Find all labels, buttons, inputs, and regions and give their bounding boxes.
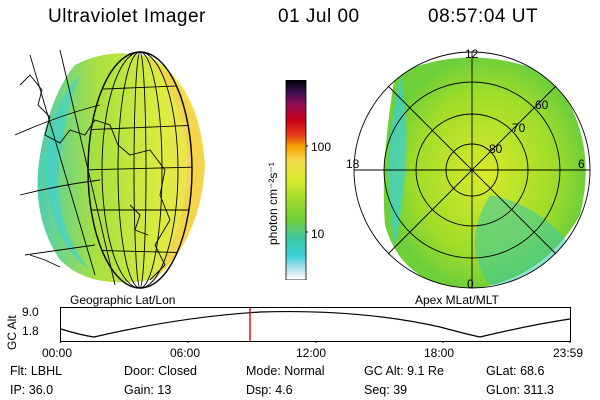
info-key: GC Alt: [364, 364, 404, 378]
info-value: Closed [158, 364, 197, 378]
polar-label-12: 12 [465, 47, 479, 61]
polar-label-0: 0 [467, 277, 474, 291]
info-seq: Seq: 39 [364, 383, 407, 397]
info-key: Flt: [10, 364, 28, 378]
info-key: Door: [124, 364, 155, 378]
info-gc-alt: GC Alt: 9.1 Re [364, 364, 444, 378]
info-key: GLon: [486, 383, 521, 397]
info-ip: IP: 36.0 [10, 383, 53, 397]
colorbar-tick-10: 10 [311, 227, 325, 241]
info-mode: Mode: Normal [246, 364, 325, 378]
info-value: 68.6 [520, 364, 545, 378]
info-value: 39 [393, 383, 408, 397]
altitude-xtick-1: 06:00 [170, 346, 201, 360]
colorbar-unit-label: photon cm⁻²s⁻¹ [266, 162, 280, 245]
polar-plot [353, 51, 591, 289]
info-glat: GLat: 68.6 [486, 364, 544, 378]
altitude-ytick-low: 1.8 [22, 324, 39, 338]
info-value: 9.1 Re [407, 364, 444, 378]
info-key: Gain: [124, 383, 154, 397]
info-value: 13 [157, 383, 172, 397]
geographic-image [14, 49, 205, 289]
polar-label-18: 18 [346, 157, 360, 171]
altitude-xtick-4: 23:59 [553, 346, 584, 360]
polar-label-80: 80 [489, 142, 503, 156]
polar-label-70: 70 [512, 121, 526, 135]
image-time: 08:57:04 UT [428, 6, 539, 27]
apex-label: Apex MLat/MLT [415, 293, 499, 307]
info-door: Door: Closed [124, 364, 197, 378]
altitude-plot [60, 307, 571, 343]
altitude-xtick-3: 18:00 [424, 346, 455, 360]
info-key: Mode: [246, 364, 281, 378]
info-key: Dsp: [246, 383, 272, 397]
info-value: Normal [284, 364, 325, 378]
info-value: 311.3 [523, 383, 554, 397]
info-key: Seq: [364, 383, 390, 397]
info-flt: Flt: LBHL [10, 364, 62, 378]
instrument-title: Ultraviolet Imager [48, 6, 206, 27]
image-date: 01 Jul 00 [278, 6, 360, 27]
altitude-ytick-high: 9.0 [22, 305, 39, 319]
polar-label-6: 6 [578, 157, 585, 171]
altitude-ylabel: GC Alt [5, 315, 19, 350]
info-key: IP: [10, 383, 26, 397]
altitude-xtick-0: 00:00 [42, 346, 73, 360]
info-gain: Gain: 13 [124, 383, 171, 397]
info-dsp: Dsp: 4.6 [246, 383, 293, 397]
info-glon: GLon: 311.3 [486, 383, 554, 397]
colorbar [285, 80, 308, 280]
geographic-label: Geographic Lat/Lon [70, 293, 176, 307]
info-value: 4.6 [275, 383, 293, 397]
info-value: 36.0 [28, 383, 54, 397]
colorbar-tick-100: 100 [311, 140, 332, 154]
info-value: LBHL [30, 364, 63, 378]
info-key: GLat: [486, 364, 517, 378]
altitude-xtick-2: 12:00 [296, 346, 327, 360]
polar-label-60: 60 [535, 98, 549, 112]
